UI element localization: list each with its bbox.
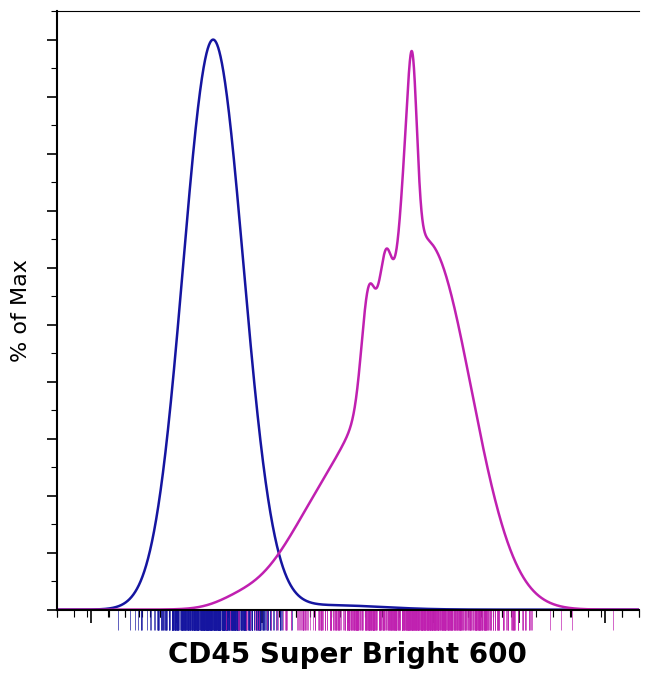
X-axis label: CD45 Super Bright 600: CD45 Super Bright 600 (168, 641, 527, 669)
Y-axis label: % of Max: % of Max (11, 259, 31, 362)
